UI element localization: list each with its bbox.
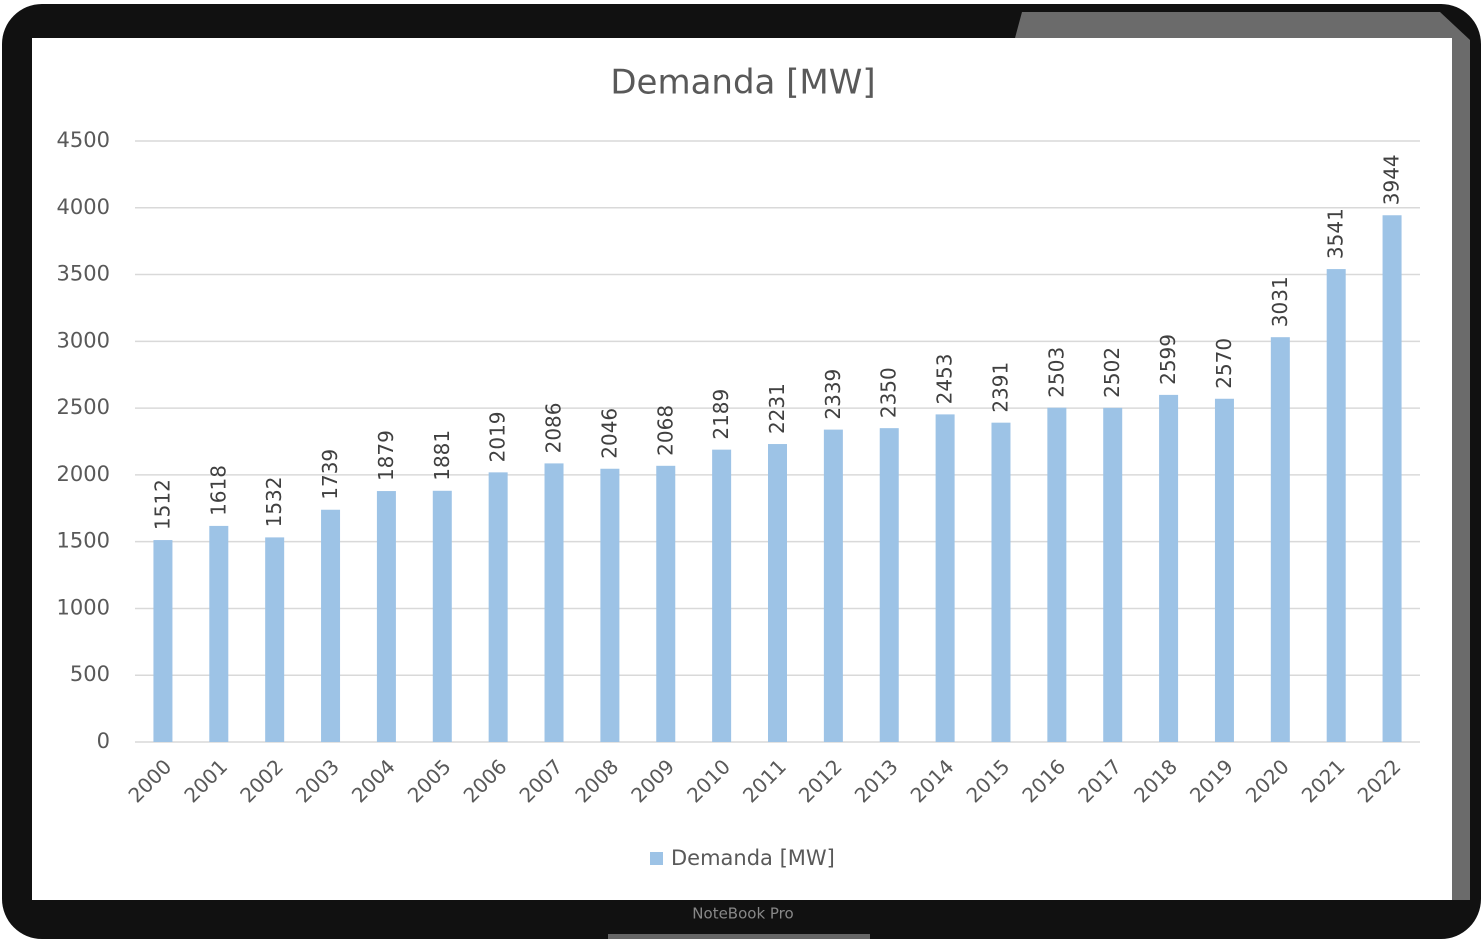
chart-title: Demanda [MW]: [610, 63, 875, 103]
device-label: NoteBook Pro: [692, 905, 793, 923]
bar: [1382, 215, 1402, 742]
data-label: 3944: [1380, 154, 1404, 205]
data-label: 1512: [150, 479, 174, 530]
screen: [32, 38, 1452, 900]
data-label: 2502: [1100, 347, 1124, 398]
bar: [935, 414, 955, 742]
data-label: 1532: [262, 476, 286, 527]
data-label: 2503: [1044, 347, 1068, 398]
data-label: 2189: [709, 389, 733, 440]
bar: [1103, 407, 1123, 742]
bar: [1159, 394, 1179, 742]
legend-swatch: [650, 852, 663, 865]
data-label: 2453: [933, 353, 957, 404]
bar: [488, 472, 508, 742]
bar: [265, 537, 285, 742]
hinge: [608, 934, 870, 939]
bar: [209, 525, 229, 742]
y-tick-label: 0: [97, 729, 110, 753]
y-tick-label: 4500: [57, 128, 110, 152]
bar: [153, 540, 173, 742]
bar: [712, 449, 732, 742]
y-tick-label: 500: [70, 662, 110, 686]
data-label: 2019: [486, 411, 510, 462]
y-tick-label: 2000: [57, 462, 110, 486]
data-label: 2391: [988, 362, 1012, 413]
bar: [1270, 337, 1290, 742]
data-label: 2046: [597, 408, 621, 459]
y-tick-label: 1500: [57, 529, 110, 553]
data-label: 2339: [821, 369, 845, 420]
data-label: 2570: [1212, 338, 1236, 389]
bar: [656, 465, 676, 742]
data-label: 1879: [374, 430, 398, 481]
bar: [1326, 269, 1346, 742]
bar: [768, 444, 787, 742]
bar: [321, 509, 341, 742]
data-label: 1739: [318, 449, 342, 500]
data-label: 2086: [542, 402, 566, 453]
data-label: 2231: [765, 383, 789, 434]
data-label: 3031: [1268, 276, 1292, 327]
bar: [823, 429, 843, 742]
y-tick-label: 3500: [57, 262, 110, 286]
bar: [432, 490, 452, 742]
data-label: 2068: [653, 405, 677, 456]
bar: [376, 491, 396, 742]
data-label: 2599: [1156, 334, 1180, 385]
data-label: 1618: [206, 465, 230, 516]
bar: [991, 422, 1011, 742]
y-tick-label: 3000: [57, 328, 110, 352]
bar: [1214, 398, 1234, 742]
y-tick-label: 1000: [57, 595, 110, 619]
legend-label: Demanda [MW]: [671, 846, 835, 870]
bar: [879, 428, 899, 742]
data-label: 2350: [877, 367, 901, 418]
bar: [544, 463, 564, 742]
bar: [1047, 407, 1067, 742]
data-label: 3541: [1324, 208, 1348, 259]
bar: [600, 468, 620, 742]
y-tick-label: 4000: [57, 195, 110, 219]
y-tick-label: 2500: [57, 395, 110, 419]
data-label: 1881: [430, 430, 454, 481]
